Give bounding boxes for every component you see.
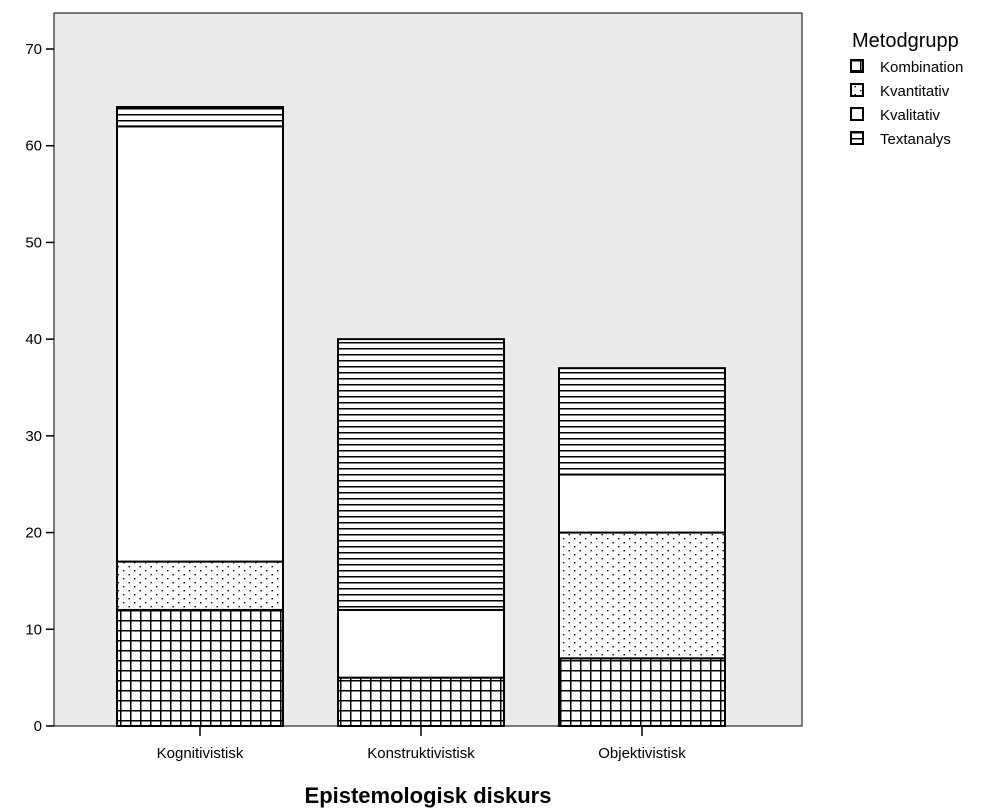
- bar-segment-kombination: [337, 676, 505, 728]
- legend-swatch-textanalys: [850, 131, 864, 145]
- bar-segment-textanalys: [116, 106, 284, 128]
- bar-segment-kvalitativ: [337, 608, 505, 679]
- bar-konstruktivistisk: [337, 338, 505, 728]
- bar-segment-kvalitativ: [558, 473, 726, 534]
- legend-label-textanalys: Textanalys: [880, 131, 951, 148]
- y-tick-label: 0: [34, 718, 42, 735]
- legend-swatch-kvalitativ: [850, 107, 864, 121]
- y-tick-label: 20: [25, 525, 42, 542]
- x-tick-label: Konstruktivistisk: [367, 745, 475, 762]
- bar-segment-kombination: [558, 657, 726, 727]
- legend-swatch-kvantitativ: [850, 83, 864, 97]
- y-tick-label: 60: [25, 138, 42, 155]
- legend-title: Metodgrupp: [852, 30, 959, 52]
- bars: [116, 106, 726, 728]
- bar-kognitivistisk: [116, 106, 284, 728]
- bar-segment-textanalys: [558, 367, 726, 476]
- legend-swatch-kombination: [850, 59, 864, 73]
- bar-objektivistisk: [558, 367, 726, 727]
- y-tick-label: 50: [25, 234, 42, 251]
- bar-segment-kvantitativ: [116, 560, 284, 611]
- x-tick-label: Kognitivistisk: [157, 745, 244, 762]
- x-tick-label: Objektivistisk: [598, 745, 686, 762]
- x-axis: Kognitivistisk Konstruktivistisk Objektivi…: [157, 726, 686, 762]
- y-tick-label: 30: [25, 428, 42, 445]
- legend-label-kvalitativ: Kvalitativ: [880, 107, 941, 124]
- bar-segment-kombination: [116, 608, 284, 728]
- y-tick-label: 40: [25, 331, 42, 348]
- y-axis: 0 10 20 30 40 50 60 70: [25, 41, 54, 735]
- y-tick-label: 10: [25, 621, 42, 638]
- y-tick-label: 70: [25, 41, 42, 58]
- legend: Metodgrupp Kombination Kvantitativ Kvalita…: [850, 30, 963, 148]
- bar-segment-kvantitativ: [558, 531, 726, 660]
- bar-segment-textanalys: [337, 338, 505, 611]
- x-axis-title: Epistemologisk diskurs: [305, 783, 552, 808]
- bar-segment-kvalitativ: [116, 125, 284, 563]
- legend-label-kvantitativ: Kvantitativ: [880, 83, 950, 100]
- legend-label-kombination: Kombination: [880, 59, 963, 76]
